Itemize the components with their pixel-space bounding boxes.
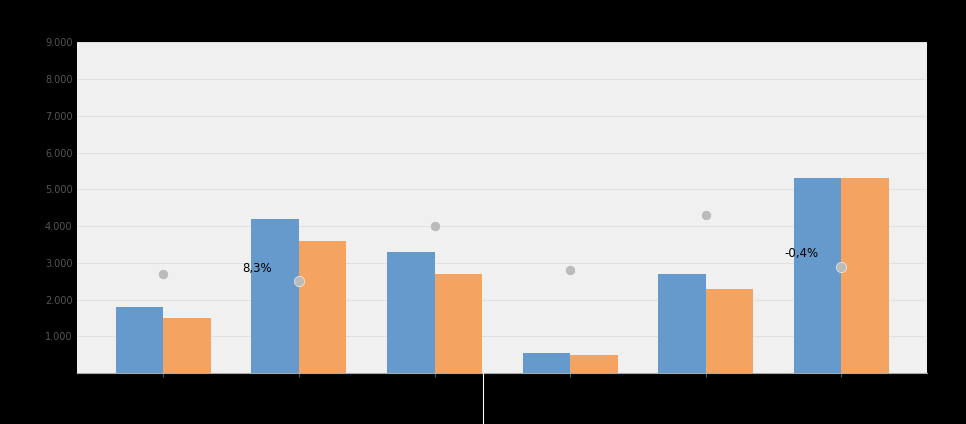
Bar [251, 219, 298, 373]
Point [291, 278, 306, 285]
Point [427, 223, 442, 229]
Bar [435, 274, 482, 373]
Bar [163, 318, 211, 373]
Bar [523, 353, 570, 373]
Text: 8,3%: 8,3% [242, 262, 271, 275]
Bar [706, 289, 753, 373]
Point [156, 271, 171, 277]
Bar [116, 307, 163, 373]
Bar [298, 241, 347, 373]
Point [834, 263, 849, 270]
Point [562, 267, 578, 273]
Bar [794, 179, 841, 373]
Bar [570, 355, 617, 373]
Bar [658, 274, 706, 373]
Text: -0,4%: -0,4% [784, 247, 818, 260]
Bar [387, 252, 435, 373]
Point [698, 212, 714, 218]
Bar [841, 179, 889, 373]
